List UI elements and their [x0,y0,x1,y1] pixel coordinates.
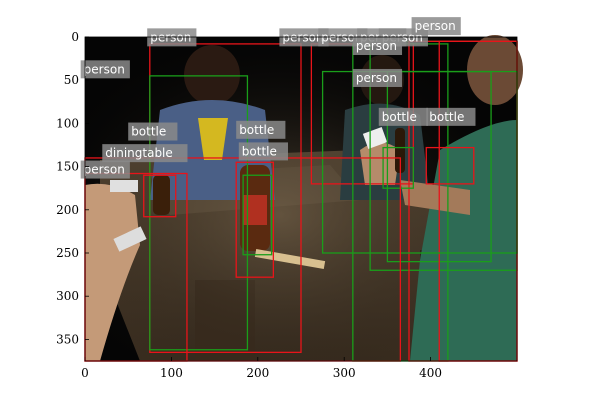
detection-label-bottle: bottle [238,142,288,161]
detection-box-bottle [242,174,273,256]
detection-label-text: person [356,71,397,85]
detection-label-bottle: bottle [426,107,476,126]
detection-label-bottle: bottle [378,107,428,126]
detection-label-bg [352,68,403,87]
y-tick-label: 200 [56,203,79,217]
detection-label-bg [102,144,188,163]
x-axis-ticks: 0 100 200 300 400 [81,357,442,380]
y-axis-ticks: 0 50 100 150 200 250 300 350 [56,30,89,346]
detection-box-bottle [143,174,177,218]
detection-label-bg [128,122,178,141]
x-tick-label: 100 [160,366,183,380]
y-tick-label: 50 [64,73,79,87]
photo [85,35,523,361]
detection-label-person: person [80,60,130,79]
detection-label-text: diningtable [105,146,173,160]
y-tick-label: 0 [71,30,79,44]
detection-box-person [149,75,249,351]
detection-label-person: person [411,17,461,36]
detection-label-text: bottle [382,110,417,124]
y-tick-label: 350 [56,332,79,346]
detection-label-bottle: bottle [128,122,178,141]
detection-label-person: person [352,37,403,55]
y-tick-label: 300 [56,289,79,303]
x-tick-label: 300 [333,366,356,380]
detection-label-bg [378,107,428,126]
detection-label-text: person [356,39,397,53]
detection-label-bottle: bottle [236,120,286,139]
x-tick-label: 400 [419,366,442,380]
detection-label-bg [80,160,130,179]
detection-label-bg [352,37,403,55]
detection-label-bg [238,142,288,161]
detection-label-text: bottle [131,125,166,139]
detection-label-bg [80,60,130,79]
y-tick-label: 150 [56,160,79,174]
detection-label-text: bottle [429,110,464,124]
detection-label-text: person [84,163,125,177]
detection-label-bg [411,17,461,36]
detection-label-person: person [352,68,403,87]
detection-label-text: bottle [239,123,274,137]
detection-label-text: person [84,62,125,76]
detection-label-person: person [80,160,130,179]
detection-box-bottle [235,161,275,278]
detection-label-bg [426,107,476,126]
axes-frame [84,36,518,362]
detection-box-bottle [425,146,475,185]
detection-label-diningtable: diningtable [102,144,188,163]
y-tick-label: 100 [56,116,79,130]
y-tick-label: 250 [56,246,79,260]
detection-box-bottle [382,146,414,189]
x-tick-label: 200 [246,366,269,380]
detection-label-text: bottle [242,144,277,158]
detection-label-text: person [415,19,456,33]
x-tick-label: 0 [81,366,89,380]
detection-label-bg [236,120,286,139]
